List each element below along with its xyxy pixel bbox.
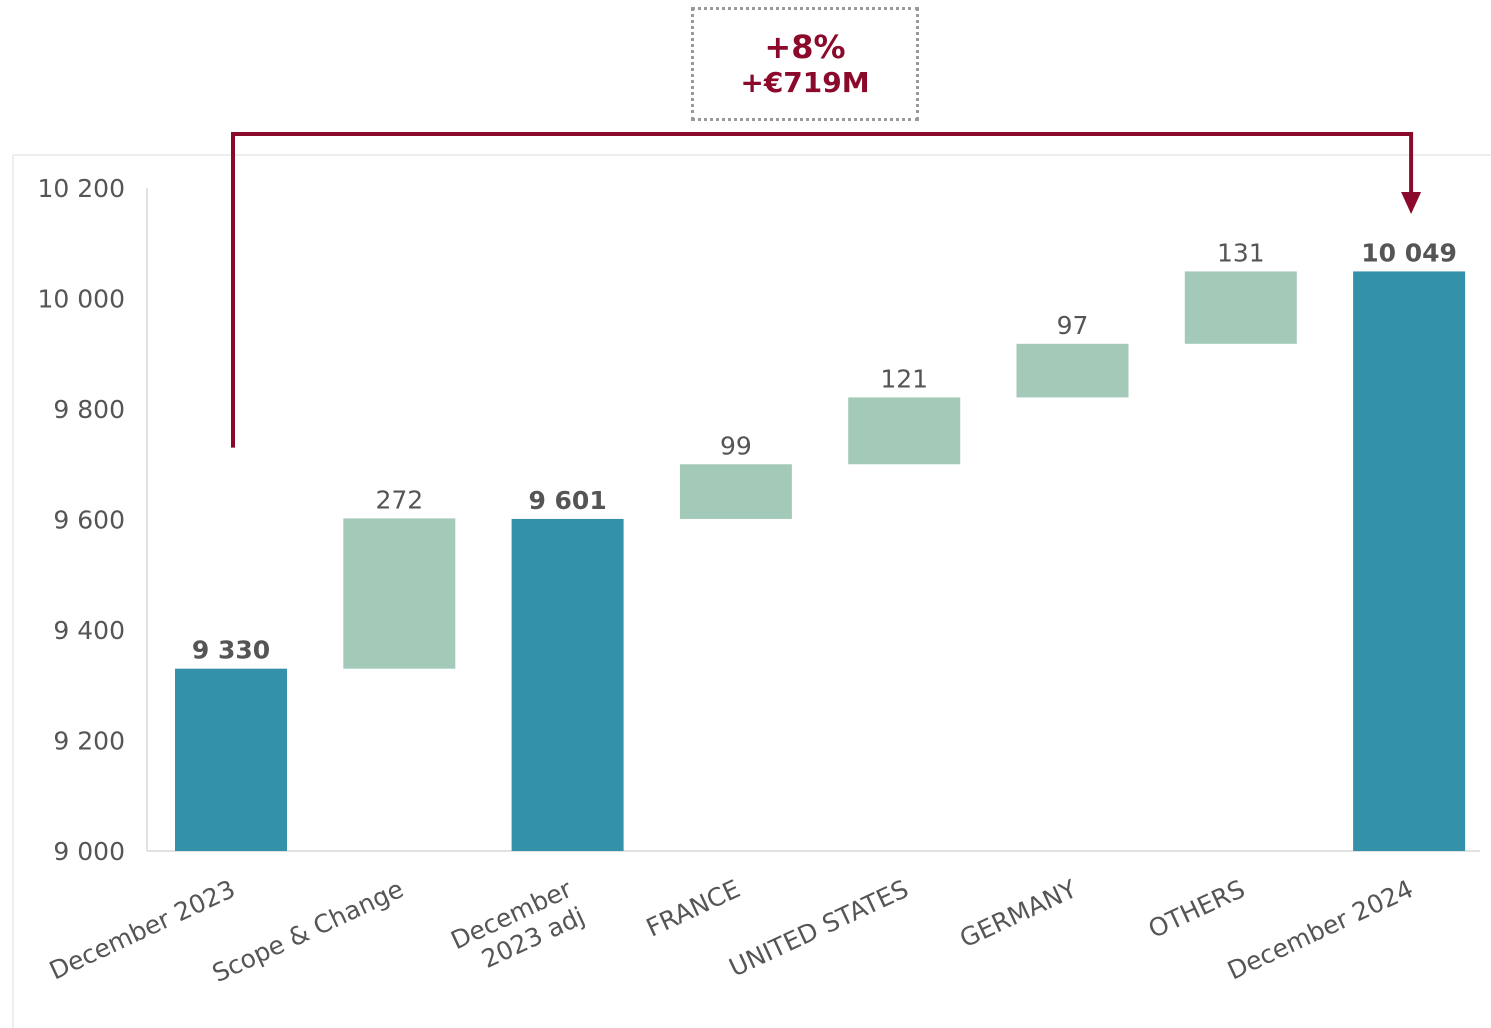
data-label: 131 — [1217, 238, 1265, 267]
data-label: 97 — [1057, 311, 1089, 340]
data-label: 99 — [720, 431, 752, 460]
growth-bracket-line — [231, 132, 1414, 448]
total-bar — [511, 518, 624, 851]
y-tick-label: 9 600 — [53, 506, 125, 535]
total-bar — [1353, 271, 1466, 851]
data-label: 10 049 — [1361, 238, 1457, 267]
x-tick-label: December 2024 — [1223, 874, 1418, 985]
delta-bar — [1016, 343, 1129, 398]
y-tick-label: 9 800 — [53, 395, 125, 424]
y-tick-label: 10 200 — [38, 174, 125, 203]
y-tick-label: 9 000 — [53, 837, 125, 866]
data-label: 121 — [880, 364, 928, 393]
x-tick-label: UNITED STATES — [725, 874, 913, 982]
x-tick-label: OTHERS — [1144, 874, 1249, 944]
x-tick-label: FRANCE — [642, 874, 745, 942]
delta-bar — [343, 518, 456, 669]
delta-bar — [1184, 271, 1297, 344]
x-tick-label: GERMANY — [955, 874, 1081, 953]
data-label: 272 — [375, 485, 423, 514]
data-label: 9 330 — [192, 636, 270, 665]
growth-percent: +8% — [764, 28, 846, 66]
data-label: 9 601 — [528, 486, 606, 515]
delta-bar — [848, 397, 961, 465]
growth-arrowhead — [1401, 192, 1422, 214]
total-bar — [175, 668, 287, 851]
x-tick-label: Scope & Change — [208, 874, 408, 988]
y-tick-label: 9 200 — [53, 727, 125, 756]
x-tick-label: December2023 adj — [446, 874, 589, 983]
y-tick-label: 9 400 — [53, 616, 125, 645]
growth-callout: +8% +€719M — [691, 7, 919, 121]
delta-bar — [679, 464, 792, 519]
y-tick-label: 10 000 — [38, 285, 125, 314]
growth-amount: +€719M — [740, 66, 870, 99]
